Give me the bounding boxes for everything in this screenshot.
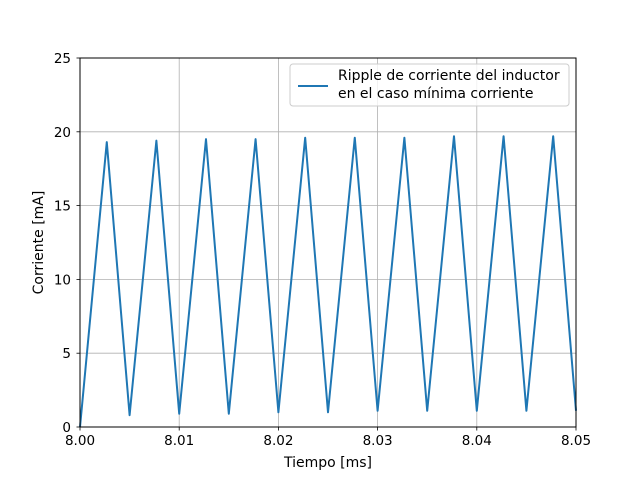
- y-tick-label: 20: [54, 125, 71, 141]
- ticks: 8.00 8.01 8.02 8.03 8.04 8.05 0 5 10 15 20 25: [54, 51, 591, 449]
- series-line-ripple: [79, 135, 577, 428]
- x-tick-label: 8.04: [462, 433, 492, 449]
- legend: Ripple de corriente del inductor en el c…: [289, 63, 570, 107]
- legend-label-line-1: Ripple de corriente del inductor: [338, 68, 560, 84]
- x-tick-label: 8.01: [164, 433, 194, 449]
- x-tick-label: 8.05: [561, 433, 591, 449]
- y-tick-label: 25: [54, 51, 71, 67]
- y-tick-label: 0: [62, 420, 71, 436]
- y-tick-label: 5: [62, 346, 71, 362]
- y-tick-label: 10: [54, 272, 71, 288]
- legend-box: [289, 63, 570, 107]
- x-tick-label: 8.00: [65, 433, 95, 449]
- legend-label-line-2: en el caso mínima corriente: [338, 86, 533, 102]
- y-tick-label: 15: [54, 199, 71, 215]
- axes-frame: [79, 57, 577, 428]
- series-layer: [79, 135, 577, 428]
- y-axis-label: Corriente [mA]: [31, 191, 47, 295]
- x-tick-label: 8.03: [363, 433, 393, 449]
- x-axis-label: Tiempo [ms]: [283, 455, 372, 471]
- x-tick-label: 8.02: [263, 433, 293, 449]
- grid: [79, 57, 577, 428]
